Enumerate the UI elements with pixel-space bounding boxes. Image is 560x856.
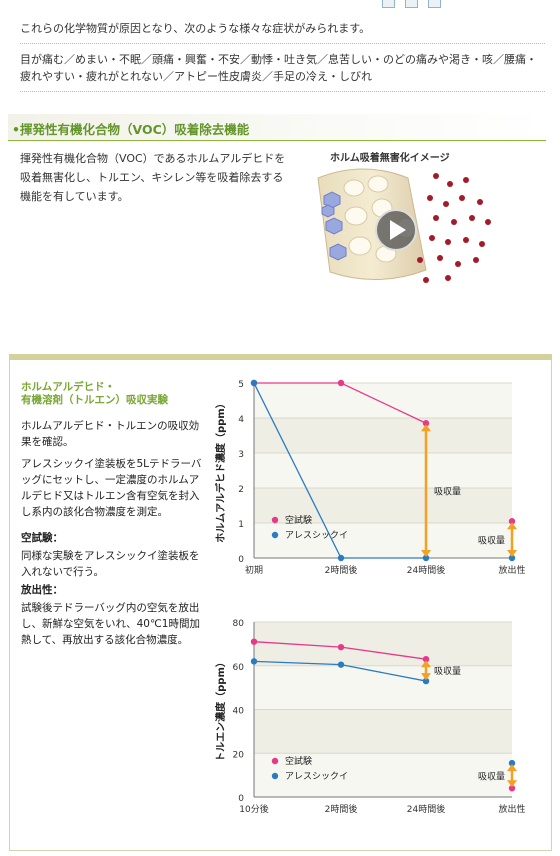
experiment-title-line2: 有機溶剤（トルエン）吸収実験 [21,394,168,406]
symptom-lead: これらの化学物質が原因となり、次のような様々な症状がみられます。 [20,20,545,44]
blank-test-text: 同様な実験をアレスシックイ塗装板を入れないで行う。 [21,550,200,578]
illustration-caption: ホルム吸着無害化イメージ [330,153,450,164]
blank-test-heading: 空試験： [21,532,63,544]
experiment-title-line1: ホルムアルデヒド・ [21,381,116,393]
nav-tab-icon[interactable] [382,0,395,8]
release-heading: 放出性： [21,584,63,596]
experiment-purpose: ホルムアルデヒド・トルエンの吸収効果を確認。 [21,420,200,448]
voc-description: 揮発性有機化合物（VOC）であるホルムアルデヒドを吸着無害化し、トルエン、キシレ… [20,152,286,203]
release-text: 試験後テドラーバッグ内の空気を放出し、新鮮な空気をいれ、40℃1時間加熱して、再… [21,602,200,646]
experiment-title: ホルムアルデヒド・ 有機溶剤（トルエン）吸収実験 [21,381,168,407]
symptom-list: 目が痛む／めまい・不眠／頭痛・興奮・不安／動悸・吐き気／息苦しい・のどの痛みや渇… [20,44,545,92]
top-nav-icons [382,0,441,8]
section-title: •揮発性有機化合物（VOC）吸着除去機能 [12,122,250,137]
formaldehyde-adsorption-illustration[interactable] [308,160,496,290]
section-title-text: 揮発性有機化合物（VOC）吸着除去機能 [20,122,250,137]
symptom-intro: これらの化学物質が原因となり、次のような様々な症状がみられます。 目が痛む／めま… [20,20,545,92]
nav-tab-icon[interactable] [428,0,441,8]
nav-tab-icon[interactable] [405,0,418,8]
experiment-method: アレスシックイ塗装板を5Lテドラーバッグにセットし、一定濃度のホルムアルデヒド又… [21,458,202,518]
section-heading: •揮発性有機化合物（VOC）吸着除去機能 [8,114,546,141]
